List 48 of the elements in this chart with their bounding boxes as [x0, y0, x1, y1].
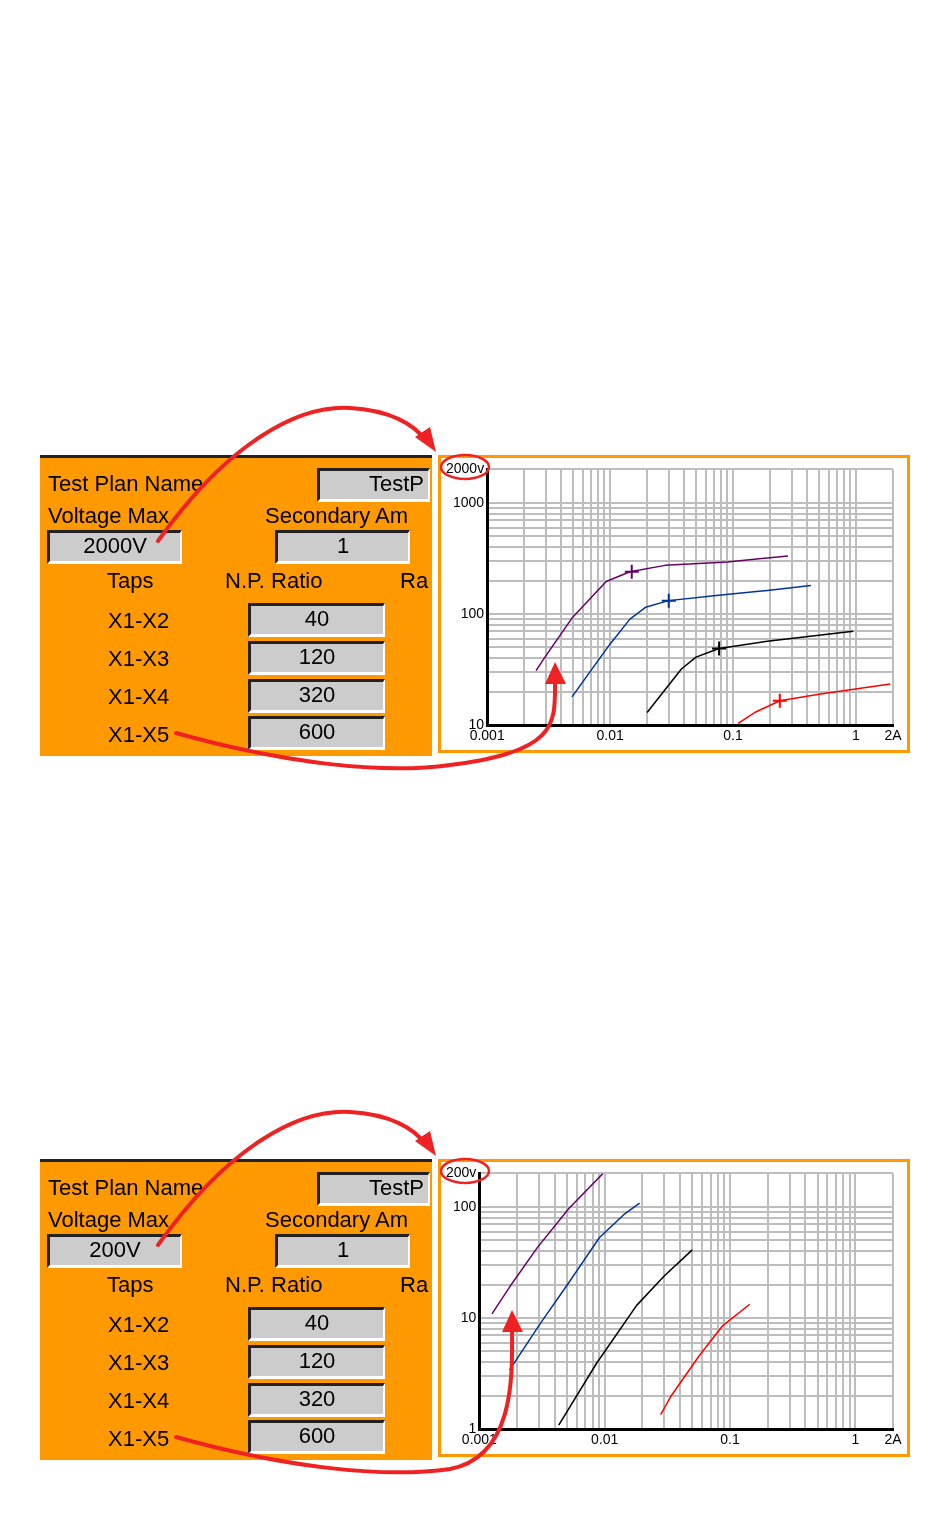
text: Test Plan Name — [48, 471, 204, 496]
y-tick-label: 100 — [453, 1197, 477, 1214]
text: Taps — [107, 568, 154, 593]
y-tick-label: 200v — [446, 1164, 477, 1181]
x-tick-label: 2A — [884, 1431, 903, 1448]
text: X1-X2 — [108, 608, 170, 633]
text: TestP — [317, 1172, 430, 1206]
x-tick-label: 0.1 — [723, 727, 743, 744]
y-tick-label: 10 — [460, 1308, 477, 1325]
text: 1 — [275, 530, 410, 564]
y-tick-label: 2000v — [445, 460, 485, 477]
text: X1-X4 — [108, 684, 170, 709]
text: 2000V — [47, 530, 182, 564]
text: Secondary Am — [265, 1207, 409, 1232]
x-tick-label: 1 — [851, 1431, 860, 1448]
text: TestP — [317, 468, 430, 502]
text: Ra — [400, 1272, 429, 1297]
text: 40 — [248, 603, 385, 637]
text: N.P. Ratio — [225, 568, 323, 593]
text: Ra — [400, 568, 429, 593]
x-tick-label: 0.01 — [591, 1431, 619, 1448]
text: 200V — [47, 1234, 182, 1268]
text: Voltage Max — [48, 503, 170, 528]
y-tick-label: 1000 — [452, 493, 485, 510]
y-tick-label: 100 — [460, 604, 485, 621]
text: X1-X5 — [108, 722, 170, 747]
text: X1-X2 — [108, 1312, 170, 1337]
text: 40 — [248, 1307, 385, 1341]
text: 600 — [248, 1420, 385, 1454]
x-tick-label: 0.01 — [596, 727, 624, 744]
text: 320 — [248, 679, 385, 713]
text: Taps — [107, 1272, 154, 1297]
text: 120 — [248, 1345, 385, 1379]
text: X1-X5 — [108, 1426, 170, 1451]
text: N.P. Ratio — [225, 1272, 323, 1297]
text: 120 — [248, 641, 385, 675]
x-tick-label: 2A — [884, 727, 903, 744]
text: X1-X3 — [108, 646, 170, 671]
text: X1-X3 — [108, 1350, 170, 1375]
text: 600 — [248, 716, 385, 750]
text: 320 — [248, 1383, 385, 1417]
x-tick-label: 1 — [852, 727, 861, 744]
text: Voltage Max — [48, 1207, 170, 1232]
x-tick-label: 0.1 — [720, 1431, 740, 1448]
text: Test Plan Name — [48, 1175, 204, 1200]
text: Secondary Am — [265, 503, 409, 528]
text: 1 — [275, 1234, 410, 1268]
text: X1-X4 — [108, 1388, 170, 1413]
